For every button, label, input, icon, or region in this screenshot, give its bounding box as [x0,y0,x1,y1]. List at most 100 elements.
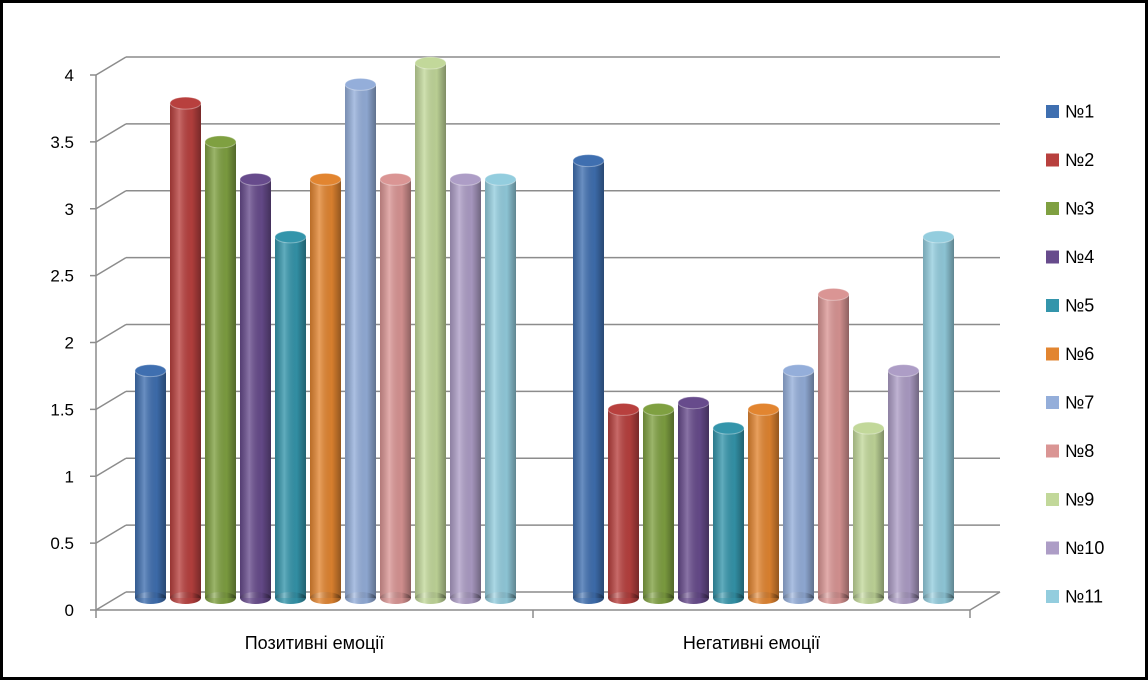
bar [712,421,745,604]
bar [274,230,307,604]
bar-top [484,172,517,186]
bar-base-shading [170,592,201,604]
legend-label: №4 [1065,247,1094,267]
bar-shading [310,179,341,599]
legend-swatch [1046,396,1059,409]
y-tick-label: 1.5 [50,400,74,419]
bar-shading [643,409,674,598]
bar-shading [923,236,954,598]
legend: №1 №2 №3 №4 №5 №6 №7 №8 №9 №10 №11 [1046,102,1104,607]
legend-label: №9 [1065,490,1094,510]
bar-shading [853,428,884,598]
legend-label: №11 [1065,587,1103,607]
gridline-connector [95,56,127,76]
bar-shading [608,409,639,598]
gridline-connector [95,591,127,611]
bar-shading [678,402,709,598]
legend-swatch [1046,590,1059,603]
bar-shading [205,141,236,598]
legend-swatch [1046,347,1059,361]
bar-base-shading [135,592,166,604]
y-tick-label: 3 [65,200,74,219]
bar [239,172,272,604]
bar-shading [170,103,201,598]
bar-top [642,402,675,416]
grid-layer [95,56,1000,611]
gridline-connector [95,457,127,477]
legend-label: №8 [1065,441,1094,461]
y-tick-label: 0.5 [50,534,74,553]
legend-swatch [1046,250,1059,264]
gridline-connector [95,390,127,411]
gridline-connector [95,190,127,210]
bar-top [852,421,885,435]
bar [782,364,815,604]
bar-shading [818,294,849,598]
legend-swatch [1046,299,1059,312]
bar [484,172,517,604]
bar [887,364,920,604]
bar-top [817,287,850,301]
legend-swatch [1046,202,1059,215]
bar-shading [450,179,481,599]
bar-shading [888,370,919,598]
legend-label: №3 [1065,199,1094,219]
bar [379,172,412,604]
bars-layer [134,56,955,604]
bar [607,402,640,604]
gridline-connector [95,256,127,277]
bar-top [572,154,605,168]
bar-base-shading [240,592,271,604]
legend-label: №2 [1065,150,1094,170]
legend-swatch [1046,153,1059,167]
y-tick-label: 4 [65,66,74,85]
legend-swatch [1046,541,1059,555]
legend-swatch [1046,493,1059,506]
bar-top [414,56,447,70]
bar-base-shading [415,592,446,604]
bar-top [887,364,920,378]
bar-top [607,402,640,416]
legend-label: №7 [1065,393,1094,413]
bar-top [782,364,815,378]
bar-base-shading [573,592,604,604]
bar [449,172,482,604]
floor-edge [969,591,1001,611]
bar-base-shading [818,592,849,604]
category-label: Позитивні емоції [245,633,385,653]
bar-shading [748,409,779,598]
axis-layer: 0 0.5 1 1.5 2 2.5 3 3.5 4 Позитивні емоції Негатив… [50,66,1001,653]
bar-shading [573,160,604,598]
bar [677,396,710,604]
bar-top [239,172,272,186]
bar-base-shading [888,592,919,604]
bar-base-shading [713,592,744,604]
bar-top [204,135,237,149]
legend-swatch [1046,105,1059,118]
bar-base-shading [450,592,481,604]
bar [922,230,955,604]
bar [852,421,885,604]
y-tick-label: 0 [65,601,74,620]
category-label: Негативні емоції [683,633,820,653]
bar-base-shading [923,592,954,604]
bar-shading [713,428,744,598]
bar-shading [415,63,446,598]
bar-base-shading [678,592,709,604]
bar-shading [135,370,166,598]
bar [344,77,377,604]
bar-base-shading [310,592,341,604]
legend-label: №6 [1065,344,1094,364]
bar [747,402,780,604]
gridline-connector [95,123,127,143]
bar-base-shading [853,592,884,604]
bar-base-shading [380,592,411,604]
bar-base-shading [485,592,516,604]
legend-label: №5 [1065,296,1094,316]
bar-base-shading [783,592,814,604]
bar-top [134,364,167,378]
legend-label: №10 [1065,538,1104,558]
gridline-connector [95,524,127,544]
bar-shading [783,370,814,598]
